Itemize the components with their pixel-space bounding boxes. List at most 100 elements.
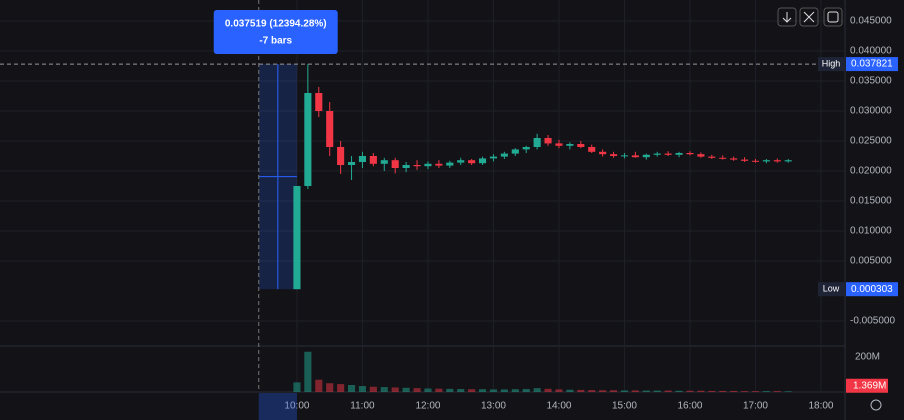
candle-body: [664, 153, 672, 155]
volume-bar: [751, 391, 760, 392]
scroll-button[interactable]: [777, 7, 797, 27]
candle-body: [642, 154, 650, 158]
volume-bar: [489, 389, 498, 392]
candle-body: [315, 93, 323, 111]
candle-body: [762, 160, 770, 162]
candle-body: [588, 147, 596, 152]
volume-bar: [315, 379, 323, 392]
volume-bar: [347, 384, 356, 392]
time-highlight: [258, 393, 297, 420]
volume-bar: [544, 388, 552, 392]
candle-body: [555, 143, 563, 146]
volume-bar: [588, 390, 596, 392]
volume-bar: [500, 389, 508, 392]
volume-bar: [773, 391, 781, 392]
candle-body: [347, 162, 356, 165]
candle-body: [468, 160, 476, 164]
volume-bar: [468, 389, 476, 392]
icon: [782, 12, 792, 23]
volume-bar: [555, 389, 563, 392]
volume-bar: [599, 390, 607, 392]
candle-body: [566, 144, 574, 146]
volume-bar: [631, 390, 639, 392]
volume-bar: [675, 390, 683, 392]
volume-bar: [762, 391, 770, 392]
volume-bar: [577, 389, 585, 392]
candle-body: [631, 155, 639, 158]
x-tick-label: 13:00: [481, 401, 506, 412]
y-tick-label: 0.045000: [850, 16, 892, 27]
volume-bar: [642, 390, 650, 392]
volume-bar: [413, 388, 421, 392]
candle-body: [337, 147, 345, 165]
candle-body: [435, 163, 443, 166]
volume-bar: [511, 389, 519, 392]
candle-body: [413, 165, 421, 167]
collapse-button[interactable]: [799, 7, 819, 27]
settings-button[interactable]: [870, 399, 882, 411]
x-tick-label: 18:00: [808, 401, 833, 412]
x-tick-label: 15:00: [612, 401, 637, 412]
candle-body: [369, 156, 377, 164]
y-tick-label: 0.020000: [850, 166, 892, 177]
plot-area: [0, 0, 845, 392]
volume-bar: [620, 390, 629, 392]
y-tick-label: 0.005000: [850, 256, 892, 267]
candle-body: [358, 156, 367, 162]
candle-body: [424, 163, 432, 167]
x-tick-label: 16:00: [677, 401, 702, 412]
candle-body: [304, 93, 312, 186]
candle-body: [293, 186, 301, 290]
reset-button[interactable]: [823, 7, 843, 27]
volume-bar: [380, 387, 388, 392]
toolbar: [777, 7, 882, 411]
low-value-bg: [846, 282, 898, 297]
candle-body: [522, 147, 530, 150]
icon: [827, 11, 839, 23]
candle-body: [708, 156, 716, 158]
y-tick-label: 0.035000: [850, 76, 892, 87]
volume-bar: [686, 390, 694, 392]
volume-bar: [369, 386, 377, 392]
y-tick-label: 0.015000: [850, 196, 892, 207]
volume-bar: [664, 390, 672, 392]
candle-body: [610, 154, 618, 156]
candle-body: [675, 153, 683, 155]
candle-body: [511, 149, 519, 154]
candle-body: [577, 144, 585, 147]
candle-body: [719, 157, 727, 159]
volume-tick-label: 200M: [855, 352, 880, 363]
x-tick-label: 17:00: [743, 401, 768, 412]
x-tick-label: 12:00: [415, 401, 440, 412]
volume-bar: [784, 391, 792, 392]
volume-bar: [293, 382, 301, 392]
candle-body: [500, 153, 508, 157]
volume-bar: [337, 384, 345, 392]
volume-bar: [653, 390, 661, 392]
volume-bar: [741, 391, 749, 392]
volume-bar: [402, 387, 410, 392]
volume-bar: [424, 388, 432, 392]
high-value-bg: [846, 57, 898, 72]
candle-body: [653, 153, 661, 155]
candle-body: [326, 111, 334, 147]
x-tick-label: 11:00: [350, 401, 375, 412]
volume-last: 1.369M: [853, 380, 886, 391]
volume-bar: [478, 389, 487, 392]
volume-bar: [435, 388, 443, 392]
icon: [803, 11, 815, 23]
candle-body: [446, 162, 454, 166]
candle-body: [533, 138, 541, 147]
candle-body: [489, 156, 498, 159]
y-tick-label: 0.030000: [850, 106, 892, 117]
candle-body: [544, 138, 552, 144]
volume-bar: [730, 390, 738, 392]
low-tag-bg: [818, 282, 845, 297]
measure-change: 0.037519 (12394.28%): [225, 19, 327, 30]
y-tick-label: 0.010000: [850, 226, 892, 237]
volume-bar: [719, 390, 727, 392]
candle-body: [391, 160, 399, 168]
volume-bar: [446, 388, 454, 392]
volume-bar: [391, 387, 399, 392]
